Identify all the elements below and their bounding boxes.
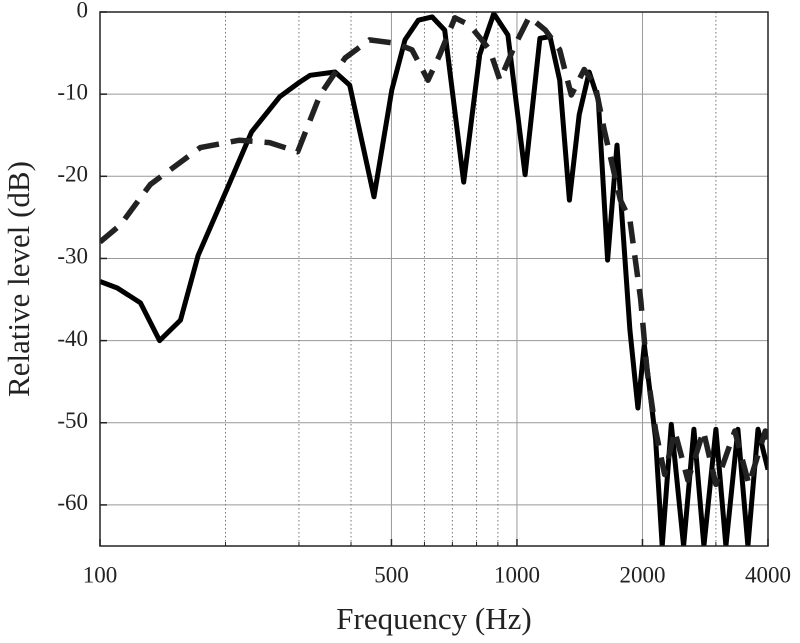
x-tick-label: 100 bbox=[83, 562, 118, 587]
plot-lines bbox=[100, 12, 768, 546]
x-tick-label: 2000 bbox=[619, 562, 665, 587]
plot-frame bbox=[99, 11, 769, 547]
y-tick-label: -20 bbox=[57, 162, 88, 187]
x-tick-label: 500 bbox=[374, 562, 409, 587]
y-tick-label: -30 bbox=[57, 244, 88, 269]
tick-labels: 0 -10 -20 -30 -40 -50 -60 100 500 1000 2000 4000 bbox=[57, 0, 791, 587]
y-tick-label: -50 bbox=[57, 408, 88, 433]
series-line bbox=[100, 14, 768, 488]
y-tick-label: -10 bbox=[57, 79, 88, 104]
x-tick-label: 1000 bbox=[494, 562, 540, 587]
x-axis-label: Frequency (Hz) bbox=[336, 601, 531, 636]
series-line bbox=[100, 12, 768, 546]
y-tick-label: -40 bbox=[57, 326, 88, 351]
y-tick-label: -60 bbox=[57, 490, 88, 515]
y-tick-label: 0 bbox=[77, 0, 89, 22]
x-tick-label: 4000 bbox=[745, 562, 791, 587]
y-axis-label: Relative level (dB) bbox=[1, 161, 36, 397]
